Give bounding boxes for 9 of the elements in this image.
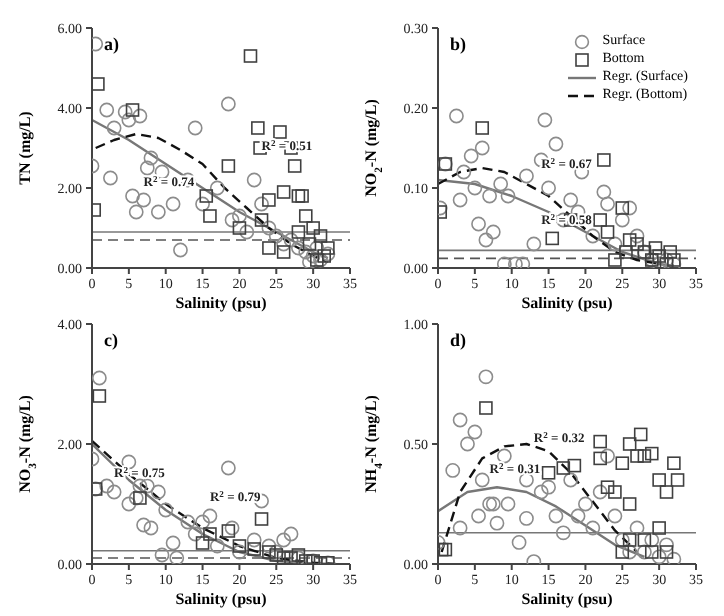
chart-title: a) xyxy=(104,34,119,54)
x-axis-title: Salinity (psu) xyxy=(175,294,268,312)
chart-title: c) xyxy=(104,330,118,350)
x-axis-title: Salinity (psu) xyxy=(175,590,268,608)
x-axis-title: Salinity (psu) xyxy=(521,590,614,608)
chart-title: b) xyxy=(450,34,467,54)
chart-title: d) xyxy=(450,330,467,350)
x-axis-title: Salinity (psu) xyxy=(521,294,614,312)
y-axis-title: TN (mg/L) xyxy=(16,110,34,185)
